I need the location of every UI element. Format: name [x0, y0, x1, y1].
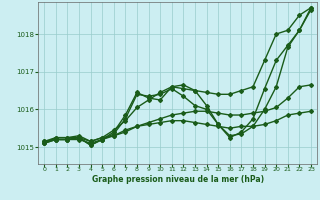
- X-axis label: Graphe pression niveau de la mer (hPa): Graphe pression niveau de la mer (hPa): [92, 175, 264, 184]
